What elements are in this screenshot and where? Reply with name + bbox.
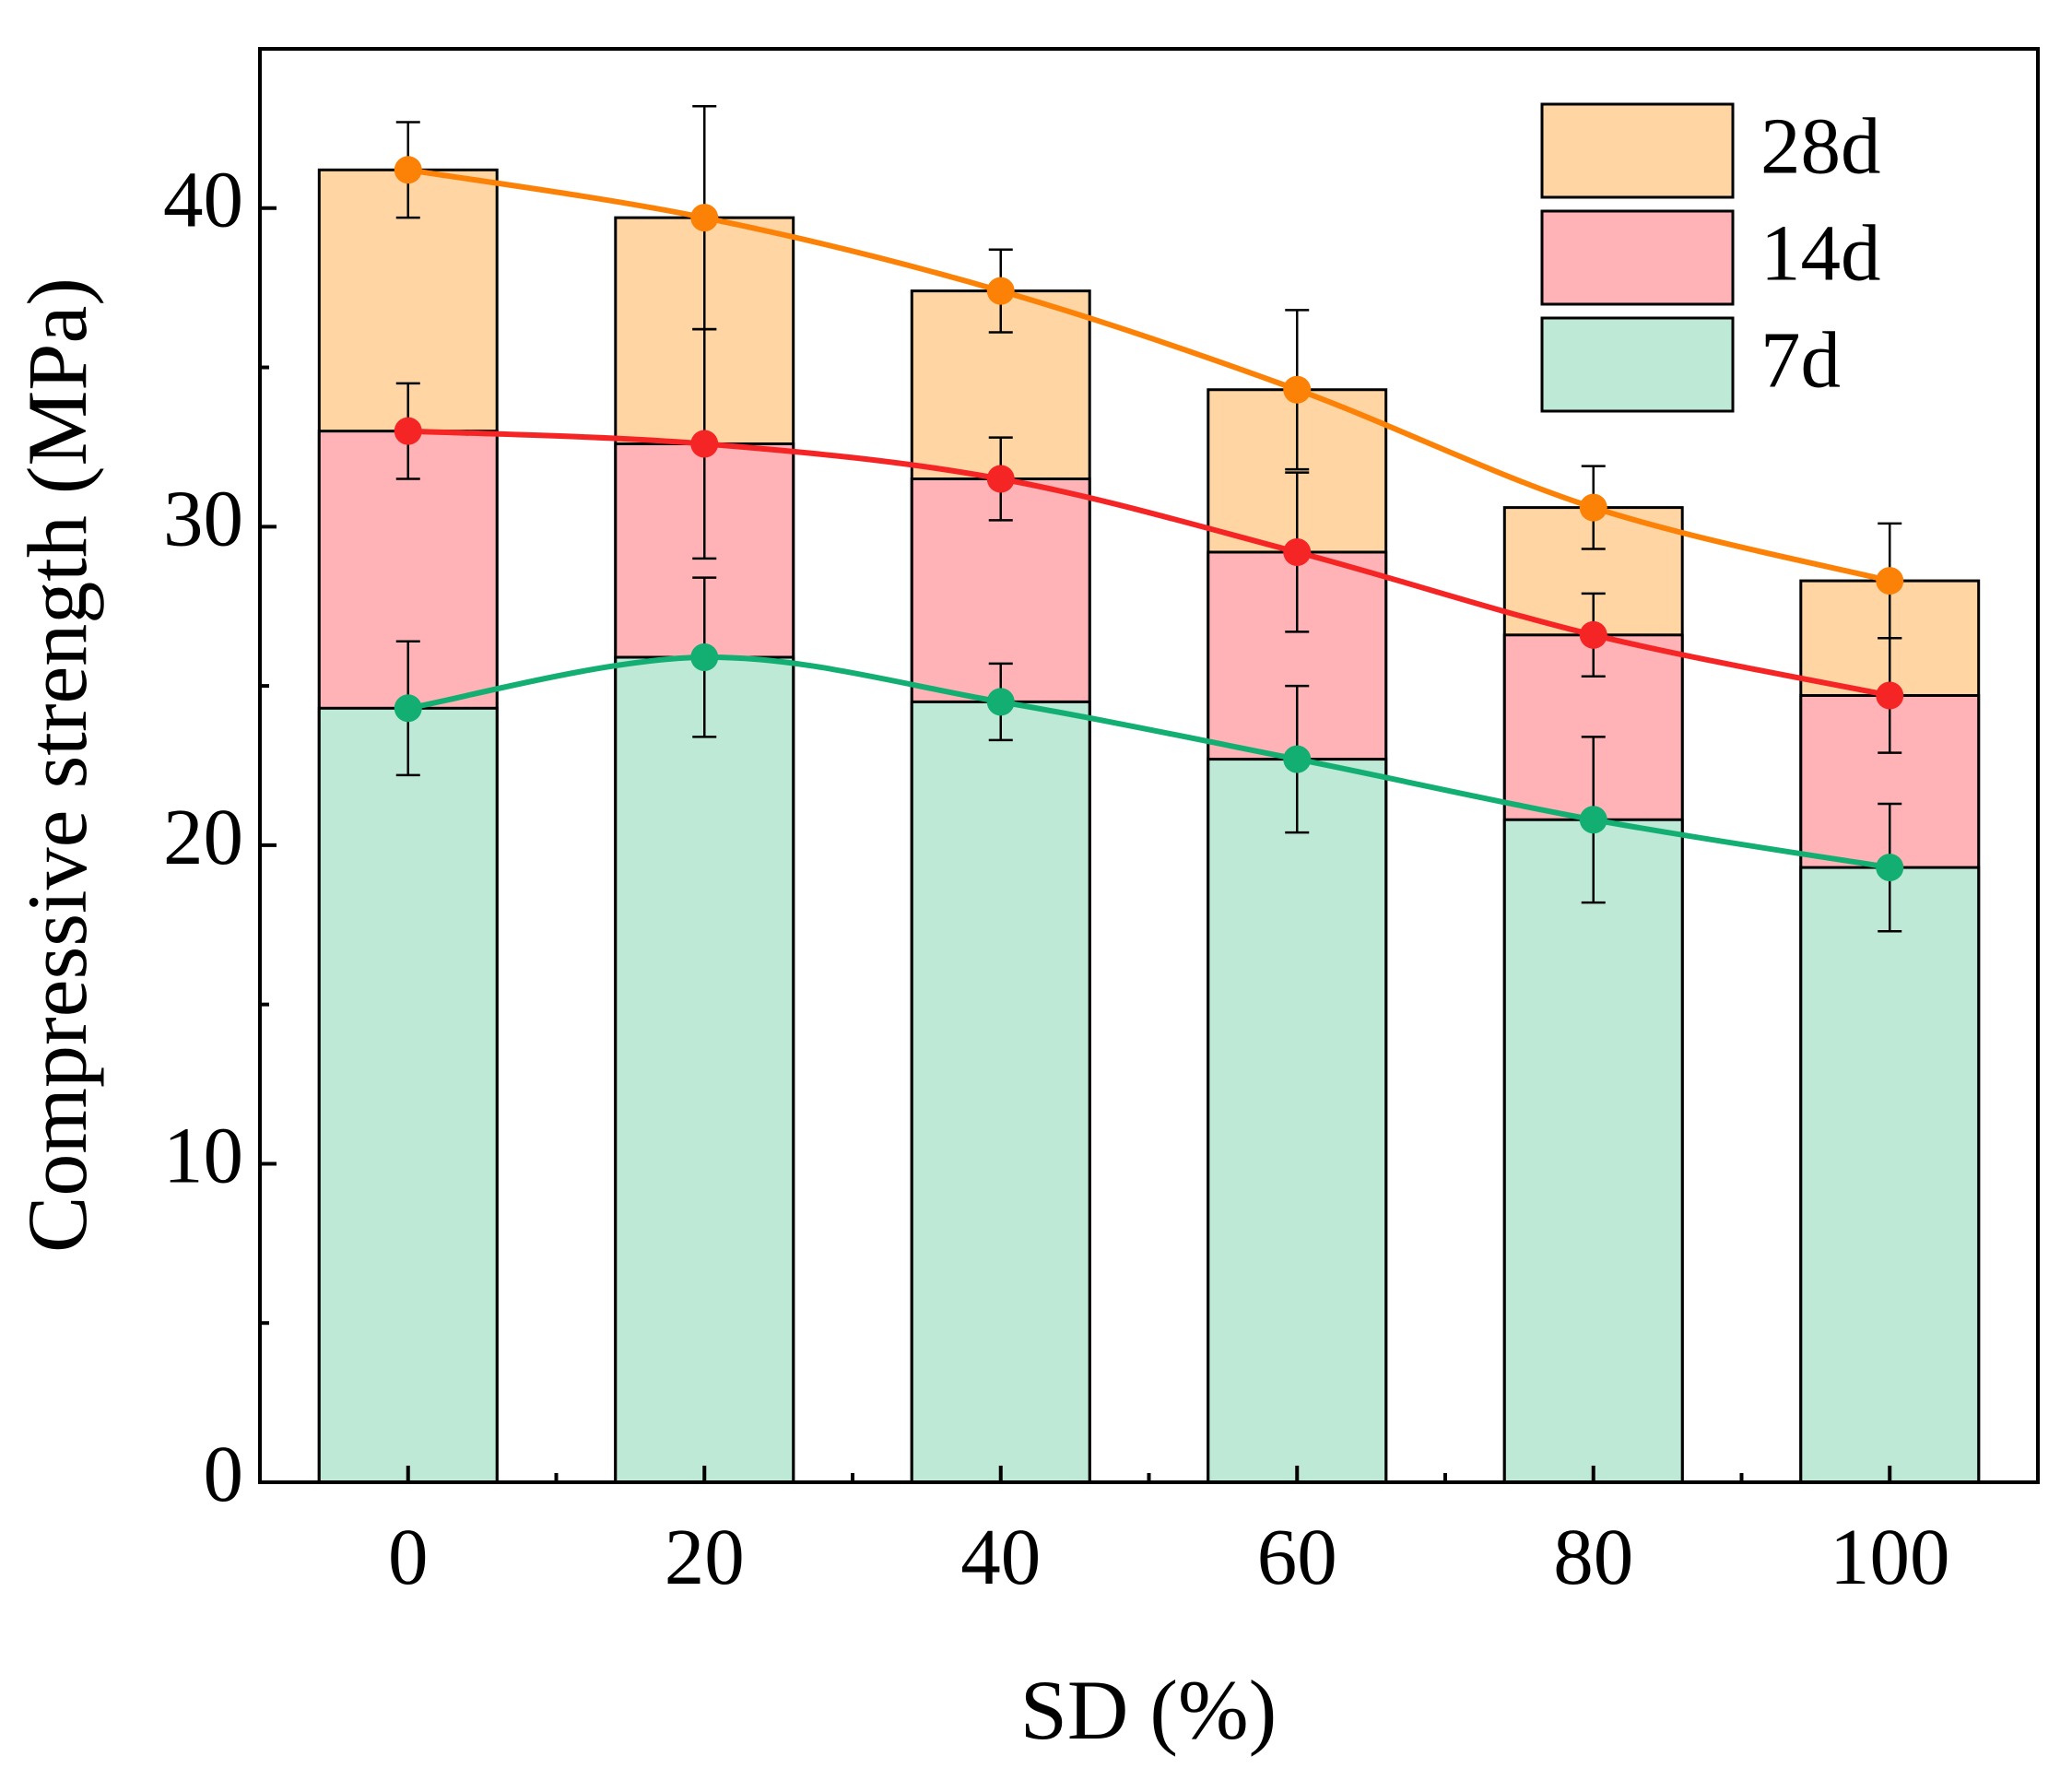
- point: [690, 643, 719, 672]
- point: [1876, 567, 1904, 595]
- x-tick-label: 80: [1553, 1512, 1633, 1601]
- y-tick-label: 0: [204, 1429, 244, 1518]
- bar: [1799, 866, 1981, 1484]
- y-tick-label: 10: [163, 1110, 243, 1199]
- y-tick-label: 30: [163, 473, 243, 562]
- point: [1876, 681, 1904, 710]
- series-line: [407, 654, 1890, 871]
- y-tick-label: 20: [163, 792, 243, 881]
- point: [986, 688, 1015, 716]
- x-tick-label: 100: [1830, 1512, 1950, 1601]
- point: [690, 430, 719, 458]
- legend-label: 14d: [1760, 207, 1881, 297]
- legend-swatch: [1540, 316, 1735, 413]
- point: [986, 465, 1015, 493]
- point: [394, 694, 422, 723]
- x-tick-label: 40: [960, 1512, 1041, 1601]
- y-tick-label: 40: [163, 155, 243, 244]
- x-tick-label: 0: [388, 1512, 429, 1601]
- point: [1579, 493, 1607, 522]
- bar: [614, 655, 795, 1484]
- point: [394, 417, 422, 445]
- point: [1283, 375, 1312, 404]
- point: [690, 204, 719, 232]
- x-tick-label: 20: [665, 1512, 745, 1601]
- point: [986, 277, 1015, 305]
- point: [1876, 854, 1904, 882]
- point: [1283, 537, 1312, 566]
- legend-label: 7d: [1760, 314, 1841, 404]
- legend-swatch: [1540, 102, 1735, 199]
- x-axis-label: SD (%): [1020, 1663, 1277, 1757]
- bar: [317, 706, 499, 1484]
- bar: [1207, 758, 1388, 1484]
- series-line: [407, 428, 1890, 699]
- x-tick-label: 60: [1257, 1512, 1337, 1601]
- legend-swatch: [1540, 209, 1735, 306]
- y-axis-label: Compressive strength (MPa): [10, 277, 104, 1253]
- point: [1579, 806, 1607, 834]
- bar: [910, 700, 1091, 1484]
- point: [1283, 745, 1312, 773]
- series-line: [407, 167, 1890, 584]
- legend-label: 28d: [1760, 100, 1881, 190]
- point: [394, 156, 422, 184]
- point: [1579, 620, 1607, 649]
- bar: [1502, 818, 1684, 1484]
